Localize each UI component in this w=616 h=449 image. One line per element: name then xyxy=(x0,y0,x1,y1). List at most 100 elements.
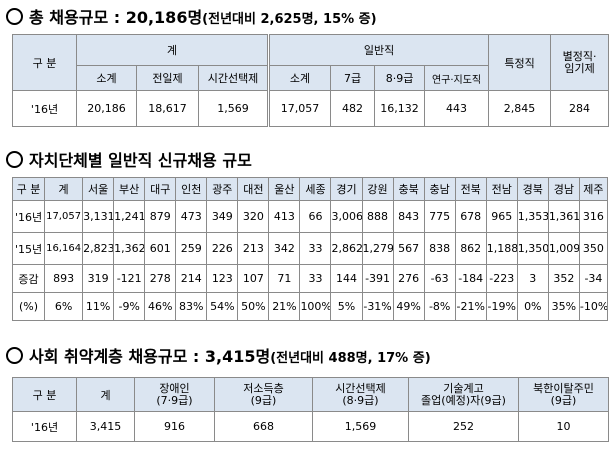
header-general-group: 일반직 xyxy=(267,34,490,66)
cell-part-time: 1,569 xyxy=(197,90,270,127)
table-cell: -8% xyxy=(423,292,456,321)
table-cell: 1,361 xyxy=(547,200,580,233)
column-header: 서울 xyxy=(82,177,115,201)
column-header: 전남 xyxy=(485,177,518,201)
table-cell: 21% xyxy=(268,292,301,321)
table-cell: 352 xyxy=(547,264,580,293)
table-cell: 46% xyxy=(144,292,177,321)
column-header: 세종 xyxy=(299,177,332,201)
table-cell: 320 xyxy=(237,200,270,233)
cell-grade89: 16,132 xyxy=(374,90,426,127)
table-cell: -10% xyxy=(578,292,609,321)
table-cell: 71 xyxy=(268,264,301,293)
cell-part-time: 1,569 xyxy=(312,411,409,442)
header-general-subtotal: 소계 xyxy=(267,65,332,91)
header-part-time: 시간선택제 xyxy=(197,65,270,91)
header-total: 계 xyxy=(76,377,135,412)
column-header: 광주 xyxy=(206,177,239,201)
table-cell: 259 xyxy=(175,232,208,265)
header-category: 구 분 xyxy=(12,377,77,412)
table-row: '16년 20,186 18,617 1,569 17,057 482 16,1… xyxy=(12,90,610,127)
table-cell: -63 xyxy=(423,264,456,293)
table-cell: 1,353 xyxy=(516,200,549,233)
table-cell: 3 xyxy=(516,264,549,293)
table-cell: 775 xyxy=(423,200,456,233)
table-cell: 843 xyxy=(392,200,425,233)
cell-defector: 10 xyxy=(518,411,609,442)
column-header: 경북 xyxy=(516,177,549,201)
header-full-time: 전일제 xyxy=(136,65,199,91)
section1-title: 총 채용규모 : 20,186명(전년대비 2,625명, 15% 증) xyxy=(6,4,377,28)
column-header: 충남 xyxy=(423,177,456,201)
table-cell: 1,350 xyxy=(516,232,549,265)
vulnerable-hiring-table: 구 분 계 장애인 (7·9급) 저소득층 (9급) 시간선택제 (8·9급) … xyxy=(12,377,609,442)
table-cell: 342 xyxy=(268,232,301,265)
circle-bullet-icon xyxy=(6,347,23,364)
table-row: (%) 6% 11% -9% 46% 83% 54% 50% 21% 100% 5% -31% 49% -… xyxy=(11,292,609,321)
table-cell: 678 xyxy=(454,200,487,233)
table-cell: 11% xyxy=(82,292,115,321)
table-cell: 100% xyxy=(299,292,332,321)
column-header: 충북 xyxy=(392,177,425,201)
section3-title: 사회 취약계층 채용규모 : 3,415명(전년대비 488명, 17% 증) xyxy=(6,343,431,367)
table-cell: 16,164 xyxy=(44,232,84,265)
header-special: 특정직 xyxy=(488,34,552,91)
row-year: '16년 xyxy=(12,90,77,127)
table-cell: 6% xyxy=(44,292,84,321)
header-separate: 별정직· 임기제 xyxy=(550,34,610,91)
table-cell: 1,362 xyxy=(113,232,146,265)
header-defector: 북한이탈주민 (9급) xyxy=(518,377,609,412)
cell-full-time: 18,617 xyxy=(136,90,199,127)
table-cell: 965 xyxy=(485,200,518,233)
table-cell: -121 xyxy=(113,264,146,293)
table-cell: 0% xyxy=(516,292,549,321)
column-header: 대전 xyxy=(237,177,270,201)
table-cell: 888 xyxy=(361,200,394,233)
table-row: '16년 3,415 916 668 1,569 252 10 xyxy=(12,411,609,442)
table-cell: -21% xyxy=(454,292,487,321)
table-cell: -391 xyxy=(361,264,394,293)
table-row: '16년 17,057 3,131 1,241 879 473 349 320 413 66 3,0… xyxy=(11,200,609,233)
column-header: 전북 xyxy=(454,177,487,201)
column-header: 구 분 xyxy=(11,177,46,201)
cell-special: 2,845 xyxy=(488,90,552,127)
section2-title: 자치단체별 일반직 신규채용 규모 xyxy=(6,147,252,171)
table-cell: 319 xyxy=(82,264,115,293)
cell-total: 20,186 xyxy=(76,90,137,127)
table-cell: 5% xyxy=(330,292,363,321)
table-cell: 123 xyxy=(206,264,239,293)
table-row: 증감 893 319 -121 278 214 123 107 71 33 144 -391 276 -6… xyxy=(11,264,609,293)
table-cell: 54% xyxy=(206,292,239,321)
table-cell: -31% xyxy=(361,292,394,321)
region-hiring-table: 구 분 계 서울 부산 대구 인천 광주 대전 울산 세종 경기 강원 충북 충남 전북 전남 경북 경남 제주 '1… xyxy=(11,177,609,321)
table-cell: 350 xyxy=(578,232,609,265)
header-tech-grad: 기술계고 졸업(예정)자(9급) xyxy=(408,377,519,412)
table-cell: 473 xyxy=(175,200,208,233)
header-total-group: 계 xyxy=(75,34,270,66)
table-cell: 893 xyxy=(44,264,84,293)
table-cell: 1,188 xyxy=(485,232,518,265)
header-category: 구 분 xyxy=(12,34,77,91)
table-cell: 214 xyxy=(175,264,208,293)
column-header: 경기 xyxy=(330,177,363,201)
table-cell: 276 xyxy=(392,264,425,293)
header-subtotal: 소계 xyxy=(76,65,137,91)
header-disabled: 장애인 (7·9급) xyxy=(134,377,215,412)
circle-bullet-icon xyxy=(6,151,23,168)
table-cell: -223 xyxy=(485,264,518,293)
table-cell: -9% xyxy=(113,292,146,321)
table-cell: 33 xyxy=(299,232,332,265)
row-year: '16년 xyxy=(12,411,77,442)
header-research: 연구·지도직 xyxy=(424,65,490,91)
section1-title-sub: (전년대비 2,625명, 15% 증) xyxy=(202,12,377,27)
table-cell: 83% xyxy=(175,292,208,321)
table-cell: 316 xyxy=(578,200,609,233)
table-cell: 1,279 xyxy=(361,232,394,265)
table-cell: 2,862 xyxy=(330,232,363,265)
table-cell: 144 xyxy=(330,264,363,293)
cell-disabled: 916 xyxy=(134,411,215,442)
column-header: 울산 xyxy=(268,177,301,201)
section3-title-sub: (전년대비 488명, 17% 증) xyxy=(270,351,431,366)
cell-research: 443 xyxy=(424,90,490,127)
row-label: 증감 xyxy=(11,264,46,293)
